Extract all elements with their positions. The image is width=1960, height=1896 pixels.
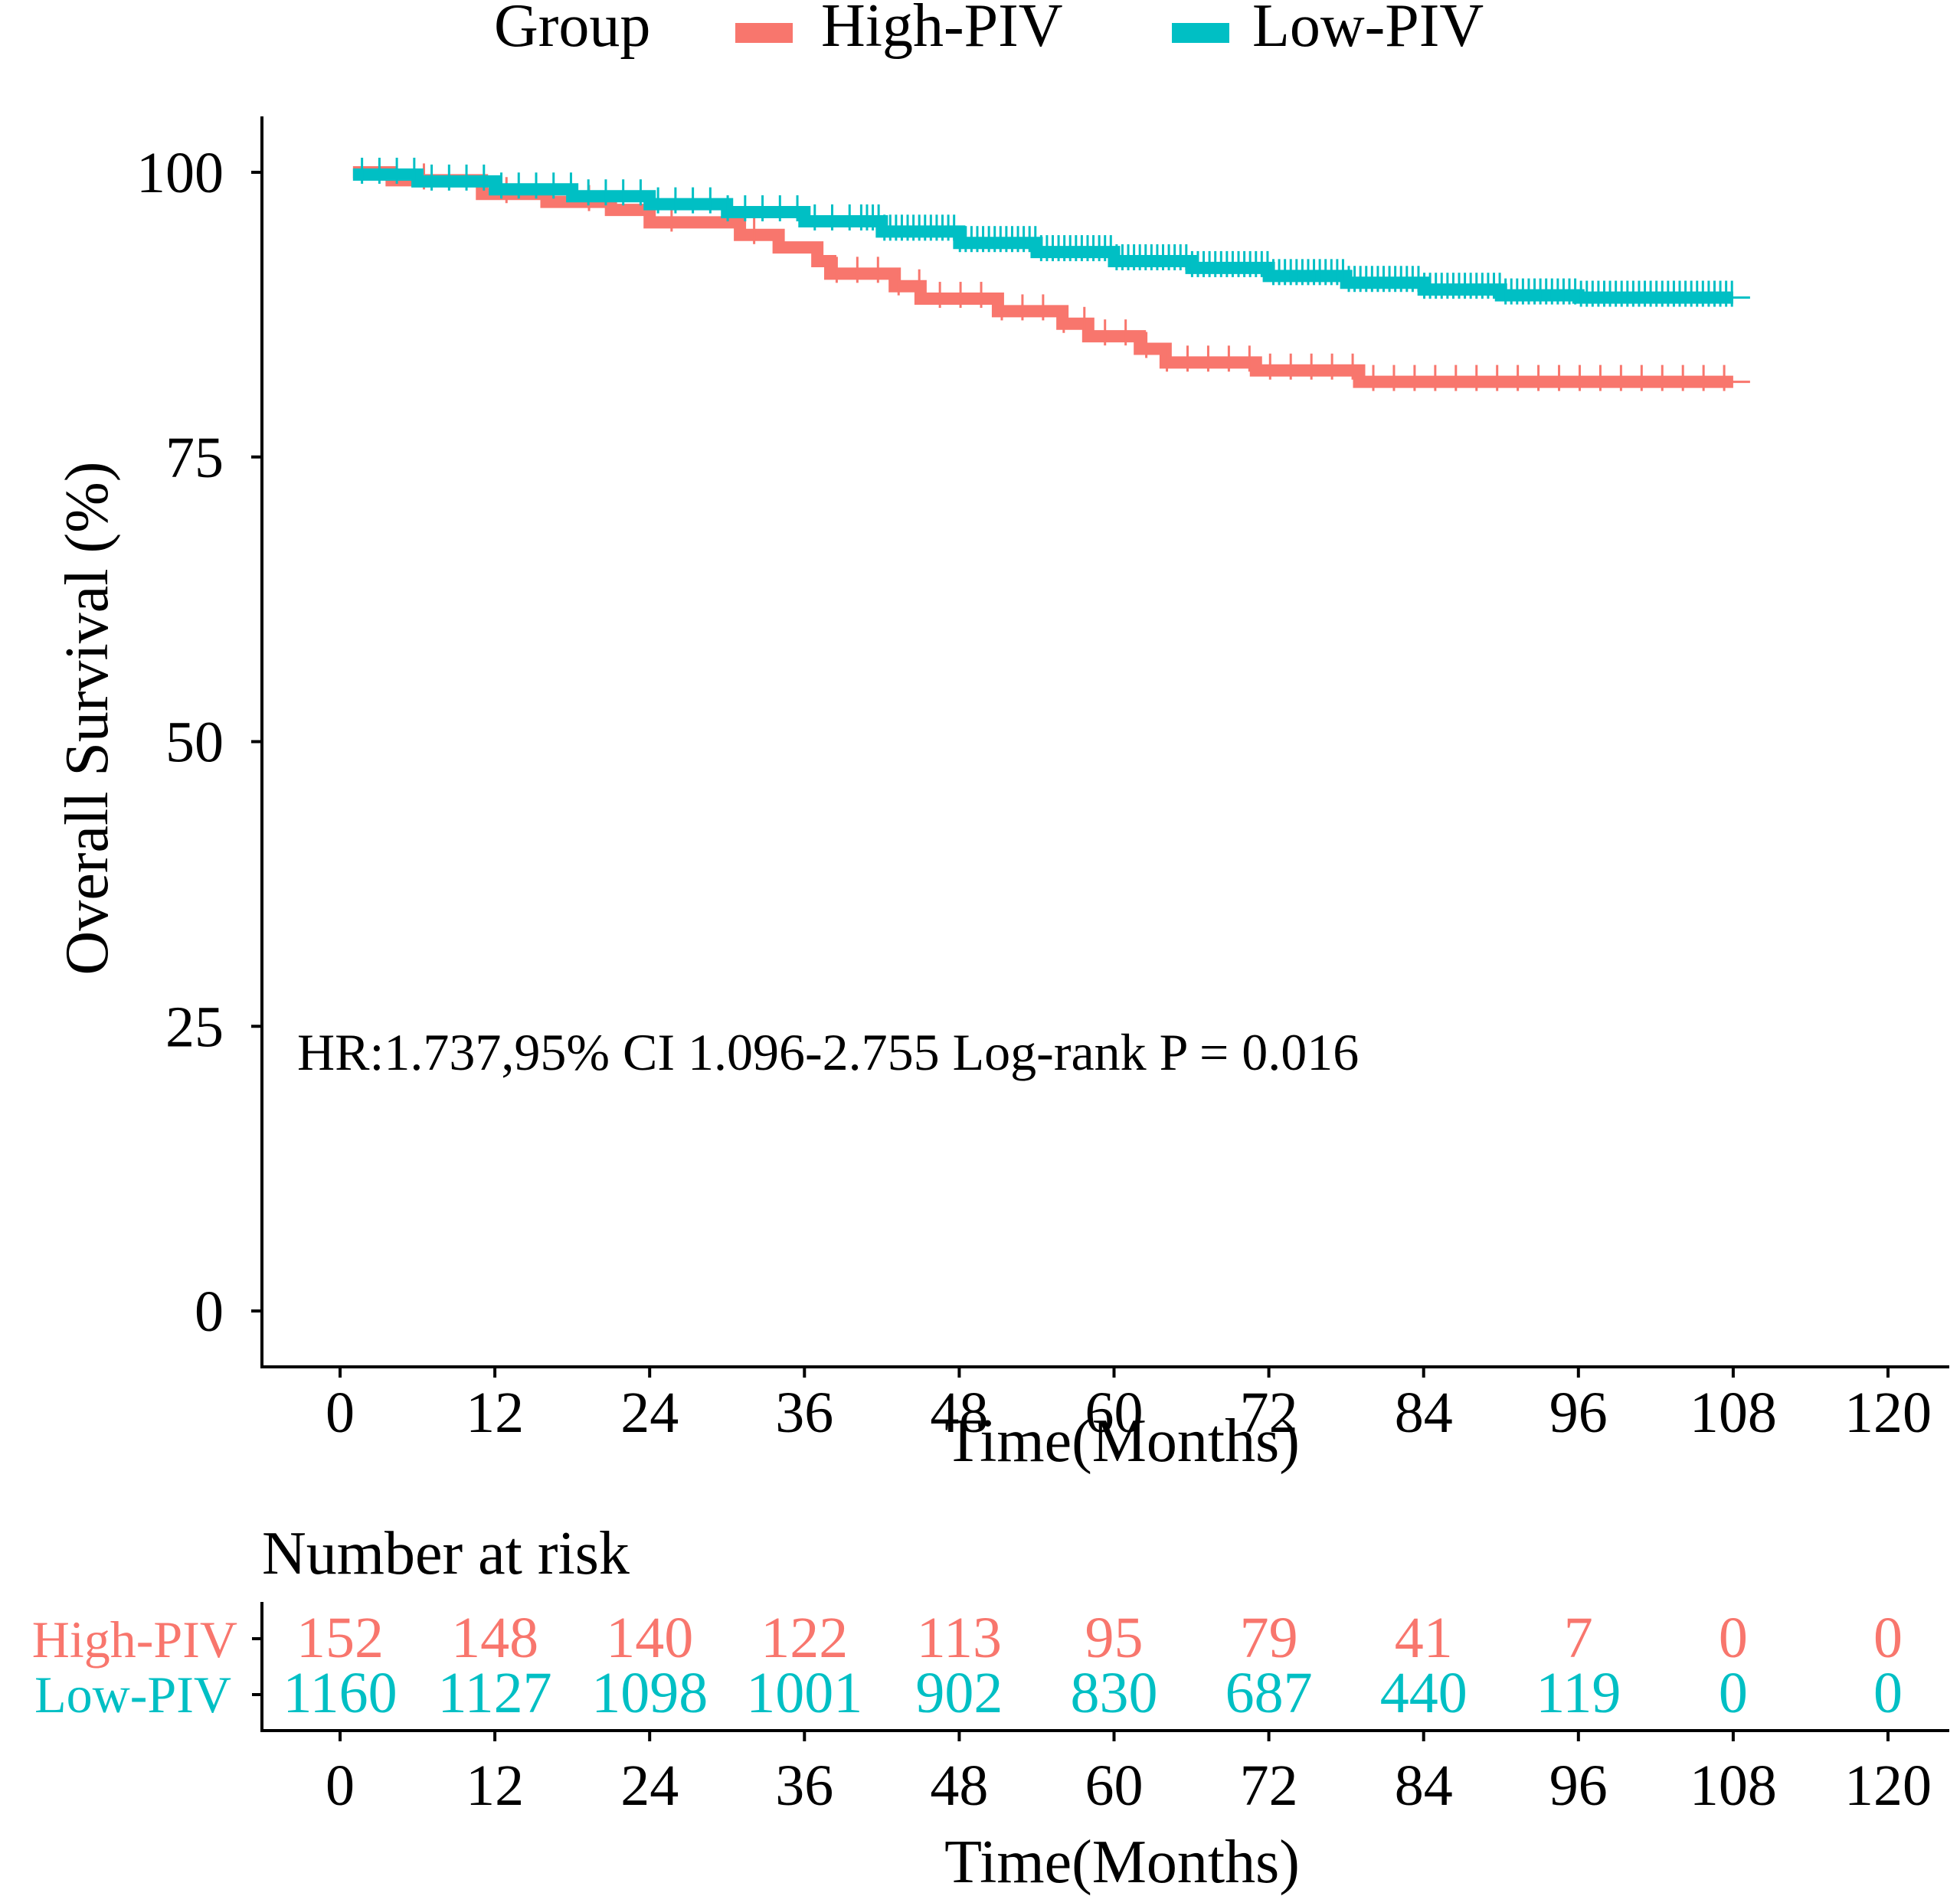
- risk-value-low-piv-72: 687: [1225, 1661, 1313, 1725]
- risk-table-title: Number at risk: [262, 1520, 630, 1587]
- risk-x-tick-label-24: 24: [620, 1754, 679, 1818]
- risk-value-low-piv-48: 902: [915, 1661, 1003, 1725]
- risk-x-tick-label-84: 84: [1395, 1754, 1453, 1818]
- risk-x-tick-label-12: 12: [466, 1754, 524, 1818]
- risk-x-tick-label-108: 108: [1690, 1754, 1777, 1818]
- risk-value-high-piv-108: 0: [1719, 1606, 1748, 1670]
- risk-value-low-piv-12: 1127: [438, 1661, 552, 1725]
- censor-marks-low-piv: [361, 157, 1750, 307]
- x-ticks: 0 12 24 36 48 60 72 84 96 108 120: [326, 1367, 1932, 1445]
- risk-value-high-piv-12: 148: [451, 1606, 538, 1670]
- risk-value-high-piv-36: 122: [761, 1606, 848, 1670]
- risk-value-high-piv-48: 113: [917, 1606, 1002, 1670]
- y-tick-label-50: 50: [165, 711, 224, 775]
- legend-title: Group: [494, 0, 650, 60]
- legend: Group High-PIV Low-PIV: [494, 0, 1484, 60]
- risk-value-low-piv-120: 0: [1873, 1661, 1903, 1725]
- survival-curves: [352, 157, 1750, 391]
- risk-x-axis-title: Time(Months): [944, 1829, 1300, 1896]
- survival-curve-high-piv: [352, 166, 1733, 388]
- x-tick-label-120: 120: [1844, 1381, 1932, 1445]
- x-tick-label-72: 72: [1240, 1381, 1298, 1445]
- main-plot: 0 25 50 75 100 0 12 24 36 48 60 72 84 96 108 120 HR:1.…: [54, 116, 1949, 1475]
- risk-value-high-piv-120: 0: [1873, 1606, 1903, 1670]
- x-tick-label-48: 48: [930, 1381, 988, 1445]
- x-tick-label-84: 84: [1395, 1381, 1453, 1445]
- risk-value-low-piv-96: 119: [1536, 1661, 1621, 1725]
- risk-value-low-piv-36: 1001: [746, 1661, 862, 1725]
- legend-label-high-piv: High-PIV: [821, 0, 1063, 60]
- risk-table: Number at risk High-PIV Low-PIV 152 148 14…: [32, 1520, 1949, 1896]
- risk-x-tick-label-0: 0: [326, 1754, 355, 1818]
- y-tick-label-100: 100: [136, 141, 224, 205]
- risk-value-low-piv-108: 0: [1719, 1661, 1748, 1725]
- risk-value-high-piv-0: 152: [296, 1606, 384, 1670]
- legend-swatch-high-piv: [735, 23, 793, 43]
- risk-x-ticks: 0 12 24 36 48 60 72 84 96 108 120: [326, 1731, 1932, 1818]
- risk-value-low-piv-24: 1098: [591, 1661, 708, 1725]
- y-tick-label-75: 75: [165, 426, 224, 490]
- y-ticks: 0 25 50 75 100: [136, 141, 262, 1344]
- risk-x-tick-label-72: 72: [1240, 1754, 1298, 1818]
- x-tick-label-12: 12: [466, 1381, 524, 1445]
- risk-row-label-high-piv: High-PIV: [32, 1610, 237, 1669]
- censor-marks-high-piv: [422, 163, 1750, 391]
- x-tick-label-60: 60: [1085, 1381, 1144, 1445]
- y-axis-title: Overall Survival (%): [54, 462, 121, 976]
- x-axis-title: Time(Months): [944, 1407, 1300, 1475]
- risk-value-low-piv-84: 440: [1380, 1661, 1468, 1725]
- risk-value-high-piv-72: 79: [1240, 1606, 1298, 1670]
- risk-value-low-piv-0: 1160: [283, 1661, 397, 1725]
- hr-annotation: HR:1.737,95% CI 1.096-2.755 Log-rank P =…: [297, 1023, 1359, 1081]
- x-tick-label-0: 0: [326, 1381, 355, 1445]
- risk-x-tick-label-60: 60: [1085, 1754, 1144, 1818]
- risk-value-high-piv-24: 140: [606, 1606, 693, 1670]
- risk-x-tick-label-48: 48: [930, 1754, 988, 1818]
- risk-row-label-low-piv: Low-PIV: [34, 1666, 231, 1724]
- legend-swatch-low-piv: [1172, 23, 1229, 43]
- x-tick-label-36: 36: [775, 1381, 833, 1445]
- x-tick-label-24: 24: [620, 1381, 679, 1445]
- risk-value-high-piv-96: 7: [1564, 1606, 1593, 1670]
- risk-x-tick-label-120: 120: [1844, 1754, 1932, 1818]
- risk-value-high-piv-84: 41: [1395, 1606, 1453, 1670]
- x-tick-label-96: 96: [1549, 1381, 1608, 1445]
- risk-value-high-piv-60: 95: [1085, 1606, 1144, 1670]
- legend-label-low-piv: Low-PIV: [1252, 0, 1484, 60]
- risk-x-tick-label-96: 96: [1549, 1754, 1608, 1818]
- risk-x-tick-label-36: 36: [775, 1754, 833, 1818]
- survival-curve-low-piv: [352, 168, 1733, 304]
- y-tick-label-25: 25: [165, 995, 224, 1059]
- risk-value-low-piv-60: 830: [1071, 1661, 1158, 1725]
- y-tick-label-0: 0: [195, 1280, 224, 1344]
- x-tick-label-108: 108: [1690, 1381, 1777, 1445]
